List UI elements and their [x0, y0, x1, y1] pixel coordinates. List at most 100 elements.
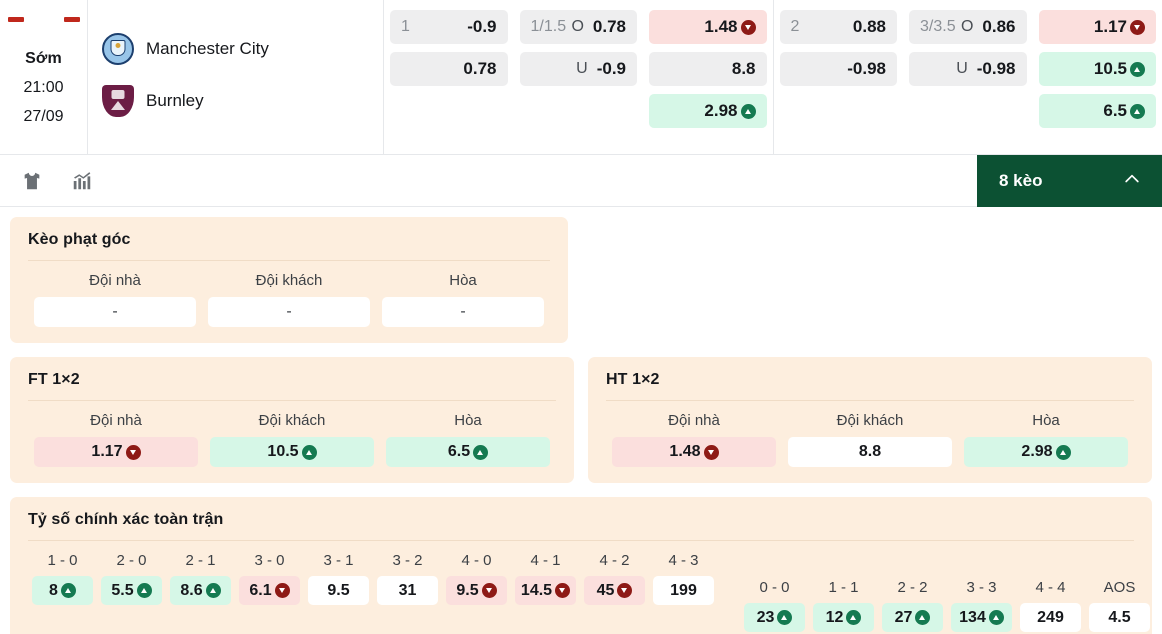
odds-button[interactable]: 8.8	[788, 437, 952, 467]
odds-button[interactable]: 2.98	[964, 437, 1128, 467]
odds-value: 27	[894, 608, 913, 626]
odds-button[interactable]: 4.5	[1089, 603, 1150, 632]
odds-cell[interactable]: 2 0.88	[779, 10, 897, 44]
odds-button[interactable]: 23	[744, 603, 805, 632]
odds-value: -0.98	[976, 59, 1016, 78]
score-column: 2 - 0 5.5	[97, 541, 166, 632]
odds-button[interactable]: 8.6	[170, 576, 231, 605]
odds-button[interactable]: 12	[813, 603, 874, 632]
arrow-up-icon	[60, 583, 76, 598]
score-column: 4 - 4 249	[1016, 568, 1085, 632]
odds-button[interactable]: 31	[377, 576, 438, 605]
score-column: 0 - 0 23	[740, 568, 809, 632]
odds-value: 199	[670, 581, 697, 599]
odds-cell[interactable]: U -0.9	[519, 52, 637, 86]
odds-cell[interactable]: 8.8	[649, 52, 767, 86]
arrow-down-icon	[555, 583, 571, 598]
arrow-up-icon	[1130, 103, 1145, 119]
arrow-down-icon	[274, 583, 290, 598]
score-label: 3 - 1	[323, 552, 354, 569]
onextwo-column-1: 1.48 8.8 2.98	[643, 10, 773, 154]
home-team-name: Manchester City	[146, 39, 269, 58]
odds-value: 1.17	[91, 443, 123, 460]
odds-over-label: O	[960, 18, 974, 35]
score-label: 4 - 1	[530, 552, 561, 569]
odds-button[interactable]: 1.17	[34, 437, 198, 467]
bets-count-toggle-button[interactable]: 8 kèo	[977, 155, 1162, 207]
odds-cell[interactable]: -0.98	[779, 52, 897, 86]
market-column: Đội khách -	[202, 261, 376, 327]
stats-chart-icon[interactable]	[64, 164, 100, 198]
odds-button[interactable]: 249	[1020, 603, 1081, 632]
odds-value: -0.98	[847, 59, 886, 78]
odds-button[interactable]: 5.5	[101, 576, 162, 605]
odds-cell[interactable]: 1.48	[649, 10, 767, 44]
home-team-row[interactable]: Manchester City	[102, 28, 383, 70]
score-label: 4 - 4	[1035, 579, 1066, 596]
odds-button[interactable]: -	[382, 297, 544, 327]
odds-value: 10.5	[1093, 59, 1127, 78]
odds-over-label: O	[571, 18, 584, 35]
odds-value: 9.5	[327, 581, 350, 599]
match-status-label: Sớm	[25, 50, 62, 67]
odds-button[interactable]: -	[34, 297, 196, 327]
odds-cell[interactable]: 3/3.5 O 0.86	[909, 10, 1027, 44]
odds-cell[interactable]: 2.98	[649, 94, 767, 128]
odds-cell[interactable]: U -0.98	[909, 52, 1027, 86]
odds-cell[interactable]: 1 -0.9	[390, 10, 508, 44]
odds-button[interactable]: 199	[653, 576, 714, 605]
odds-button[interactable]: 9.5	[446, 576, 507, 605]
score-column: 3 - 3 134	[947, 568, 1016, 632]
onextwo-column-2: 1.17 10.5 6.5	[1033, 10, 1162, 154]
jersey-icon[interactable]	[14, 164, 50, 198]
teams-column: Manchester City Burnley	[88, 0, 384, 154]
column-header: Đội khách	[258, 412, 326, 429]
score-column: 4 - 0 9.5	[442, 541, 511, 632]
odds-value: 5.5	[111, 581, 134, 599]
market-column: Hòa 6.5	[380, 401, 556, 467]
odds-value: 1.17	[1093, 17, 1127, 36]
odds-cell[interactable]: 1/1.5 O 0.78	[519, 10, 637, 44]
odds-cell-empty	[390, 94, 508, 128]
away-score-dash-icon	[64, 17, 80, 22]
score-label: 0 - 0	[759, 579, 790, 596]
odds-button[interactable]: 1.48	[612, 437, 776, 467]
odds-button[interactable]: 6.5	[386, 437, 550, 467]
correct-score-grid: 1 - 0 8 2 - 0 5.5 2 - 1 8.6	[28, 541, 1150, 632]
card-title: FT 1×2	[28, 371, 80, 388]
arrow-up-icon	[740, 103, 756, 119]
odds-cell[interactable]: 1.17	[1038, 10, 1156, 44]
odds-button[interactable]: -	[208, 297, 370, 327]
arrow-up-icon	[301, 444, 317, 460]
odds-under-label: U	[956, 60, 968, 77]
score-column: 1 - 1 12	[809, 568, 878, 632]
ht-columns: Đội nhà 1.48 Đội khách 8.8 Hòa 2.98	[606, 401, 1134, 467]
arrow-up-icon	[915, 610, 931, 625]
odds-button[interactable]: 27	[882, 603, 943, 632]
odds-value: 9.5	[456, 581, 479, 599]
odds-cell[interactable]: 10.5	[1038, 52, 1156, 86]
odds-value: 1.48	[704, 17, 738, 36]
odds-button[interactable]: 9.5	[308, 576, 369, 605]
score-column: 3 - 0 6.1	[235, 541, 304, 632]
chevron-up-icon	[1122, 169, 1142, 194]
score-label: 2 - 1	[185, 552, 216, 569]
match-summary-row: Sớm 21:00 27/09 Manchester City Burnley …	[0, 0, 1162, 155]
arrow-up-icon	[1130, 61, 1145, 77]
score-label: 4 - 3	[668, 552, 699, 569]
arrow-up-icon	[777, 610, 793, 625]
odds-button[interactable]: 6.1	[239, 576, 300, 605]
match-kickoff-time: 21:00	[23, 79, 64, 96]
odds-button[interactable]: 14.5	[515, 576, 576, 605]
odds-button[interactable]: 134	[951, 603, 1012, 632]
column-header: Đội nhà	[90, 412, 142, 429]
odds-button[interactable]: 45	[584, 576, 645, 605]
odds-cell[interactable]: 6.5	[1038, 94, 1156, 128]
grid-spacer	[718, 541, 740, 632]
home-score-dash-icon	[8, 17, 24, 22]
odds-button[interactable]: 8	[32, 576, 93, 605]
score-column: 2 - 2 27	[878, 568, 947, 632]
odds-button[interactable]: 10.5	[210, 437, 374, 467]
odds-cell[interactable]: 0.78	[390, 52, 508, 86]
away-team-row[interactable]: Burnley	[102, 80, 383, 122]
